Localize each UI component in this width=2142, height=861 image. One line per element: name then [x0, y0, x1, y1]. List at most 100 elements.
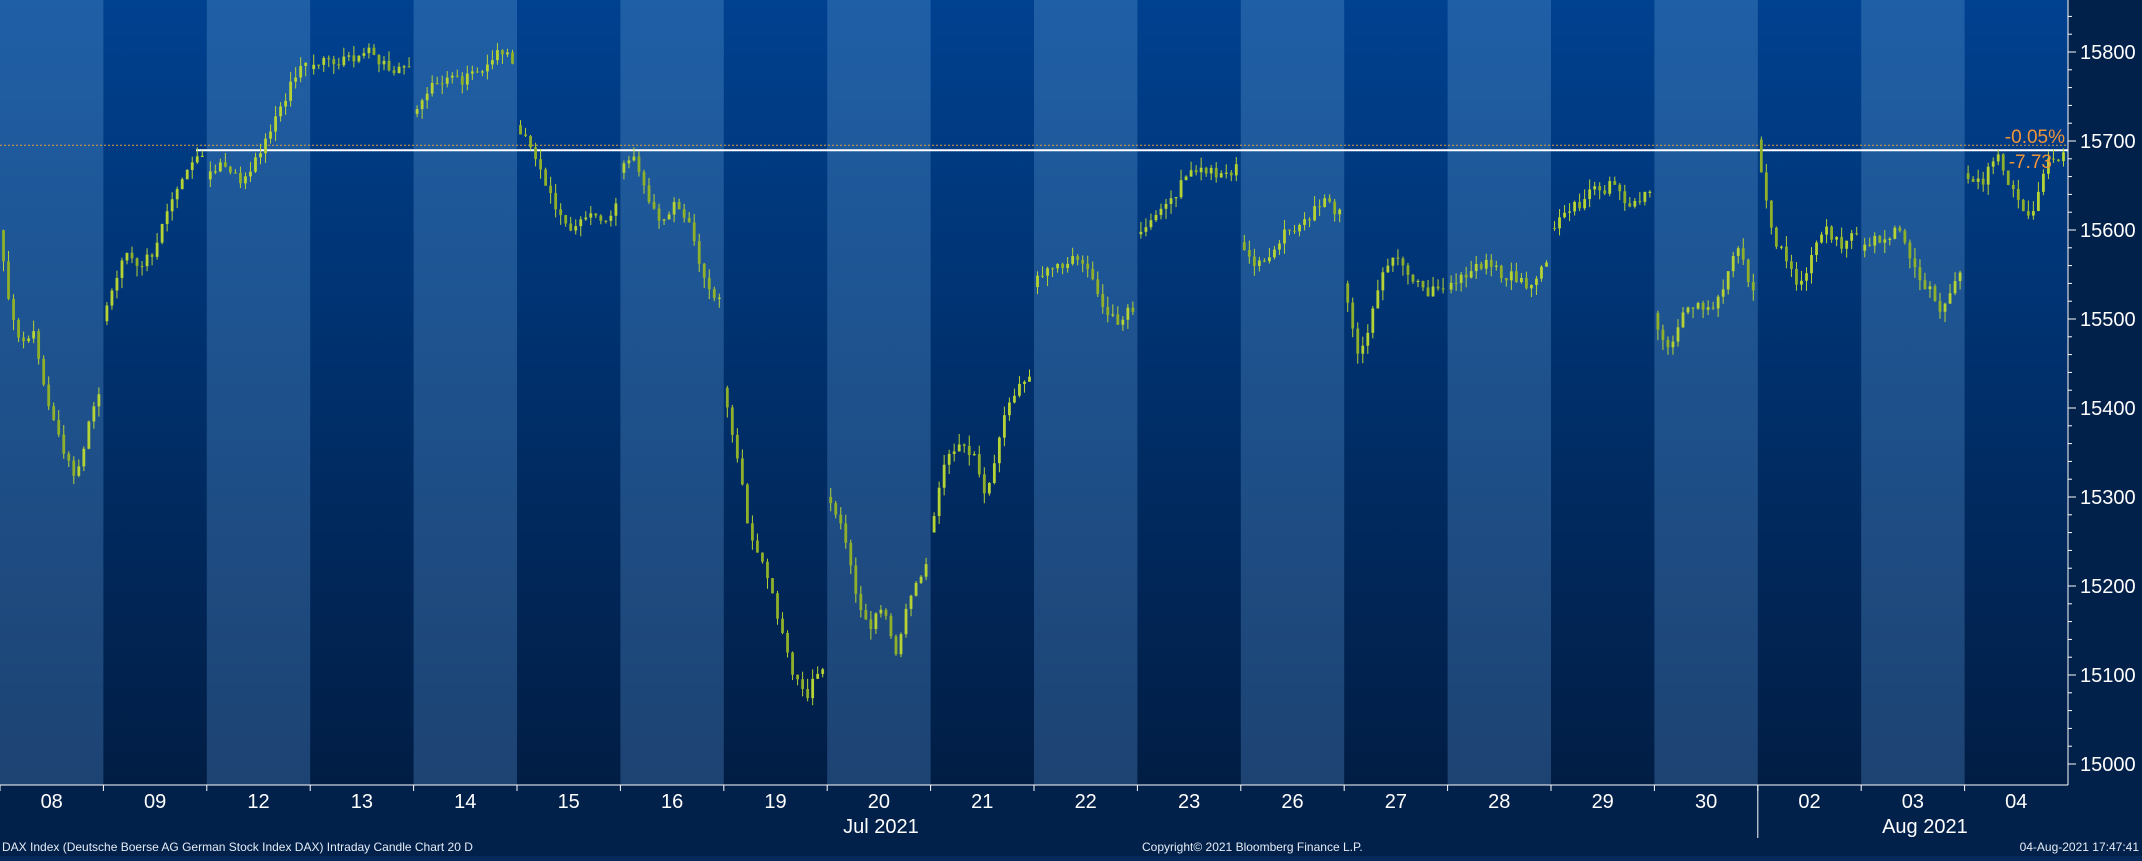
candle-body	[1578, 201, 1582, 209]
candle-body	[1741, 248, 1745, 260]
candle	[185, 169, 189, 180]
candle-body	[1126, 307, 1130, 320]
candle-body	[1278, 243, 1281, 250]
candle	[1436, 279, 1440, 291]
candle	[894, 634, 898, 656]
day-band-23	[1137, 0, 1242, 785]
candle	[1706, 300, 1710, 316]
candle	[1530, 284, 1533, 298]
candle	[1242, 235, 1246, 251]
candle-body	[239, 172, 242, 184]
candle	[642, 169, 646, 194]
candle-body	[1411, 274, 1415, 282]
candle	[745, 483, 749, 524]
y-axis: 15000 15100 15200 15300 15400 15500 15600 15700…	[2067, 0, 2136, 785]
candle	[1716, 294, 1720, 317]
candle-body	[327, 57, 331, 60]
candle-body	[377, 54, 381, 65]
candle-body	[707, 277, 711, 290]
candle	[506, 48, 509, 58]
candle	[190, 156, 194, 179]
candle-body	[1283, 229, 1286, 244]
candle	[57, 410, 61, 438]
candle	[97, 387, 101, 417]
candle-body	[2042, 173, 2045, 192]
candle-body	[185, 169, 189, 180]
x-day-label: 12	[247, 791, 269, 813]
candle	[1313, 196, 1316, 222]
candle	[180, 177, 184, 190]
y-tick-label: 15800	[2080, 42, 2136, 64]
candle-body	[622, 163, 626, 173]
candle	[539, 148, 542, 179]
candle	[2, 229, 5, 272]
candle	[67, 451, 71, 467]
candle	[1469, 260, 1473, 279]
candle	[1257, 256, 1261, 272]
candle	[544, 167, 548, 186]
candle-body	[771, 578, 774, 594]
candle	[962, 443, 966, 453]
candle-body	[564, 215, 568, 224]
candle	[496, 43, 499, 65]
candle	[1976, 169, 1980, 190]
candle	[460, 72, 464, 94]
candle-body	[1431, 286, 1435, 297]
y-tick-label: 15600	[2080, 220, 2136, 242]
candle-body	[1366, 332, 1370, 346]
candle-body	[962, 444, 966, 446]
candle-body	[1376, 290, 1380, 309]
candle-body	[125, 252, 129, 261]
candle-body	[2021, 199, 2025, 212]
footer: DAX Index (Deutsche Boerse AG German Sto…	[2, 840, 2139, 854]
candle	[1785, 236, 1788, 269]
candle-body	[821, 669, 825, 674]
candle-body	[1553, 227, 1556, 229]
candle-body	[362, 53, 366, 56]
candle	[22, 331, 25, 349]
candle-body	[234, 172, 237, 174]
candle-body	[1721, 289, 1725, 297]
candle	[519, 120, 522, 135]
candle-body	[677, 202, 681, 210]
candle	[392, 66, 396, 76]
candle	[1386, 258, 1390, 274]
candle-body	[1810, 255, 1813, 274]
candle	[1726, 271, 1730, 295]
candle-body	[1288, 229, 1291, 231]
candle-body	[1666, 339, 1670, 348]
candle-body	[1351, 302, 1355, 329]
candle	[160, 223, 164, 245]
candle	[1810, 247, 1813, 284]
candle	[1396, 249, 1400, 266]
candle-body	[317, 64, 321, 66]
candle-body	[1991, 161, 1995, 167]
candle	[244, 172, 247, 190]
candle	[1913, 248, 1917, 278]
candle-body	[751, 523, 754, 541]
candle-body	[1928, 286, 1932, 290]
candle	[977, 445, 981, 478]
candle	[609, 210, 613, 227]
candle-body	[1598, 186, 1602, 191]
candle-body	[485, 64, 489, 72]
candle-body	[312, 64, 316, 70]
candle-body	[1139, 231, 1143, 235]
candle	[402, 64, 406, 75]
candle	[957, 434, 961, 452]
candle-body	[1308, 219, 1311, 221]
candle-body	[735, 434, 739, 459]
candle-body	[534, 147, 537, 160]
candle	[657, 203, 661, 229]
candle	[1764, 163, 1768, 209]
candle	[627, 155, 631, 169]
candle	[1923, 272, 1927, 290]
candle	[1573, 200, 1576, 216]
candle	[811, 669, 815, 706]
candle-body	[1293, 230, 1296, 232]
candle	[1751, 273, 1755, 301]
candle-body	[947, 453, 951, 465]
candle-body	[1101, 294, 1105, 307]
candle	[501, 49, 504, 64]
candle-body	[269, 131, 272, 139]
